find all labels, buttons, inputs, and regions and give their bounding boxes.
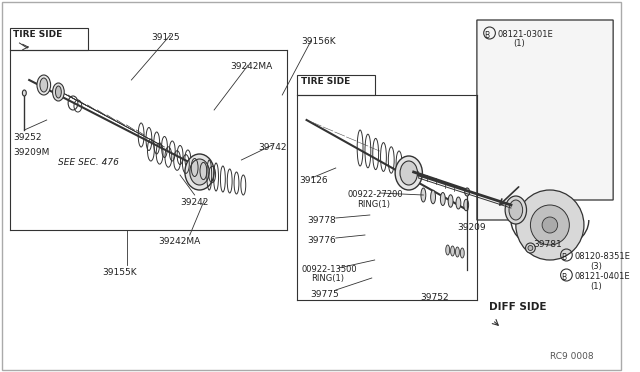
Text: RING(1): RING(1)	[357, 200, 390, 209]
Ellipse shape	[456, 197, 461, 209]
Text: 39155K: 39155K	[102, 268, 137, 277]
Ellipse shape	[52, 83, 64, 101]
Text: RC9 0008: RC9 0008	[550, 352, 593, 361]
Ellipse shape	[460, 248, 464, 258]
Ellipse shape	[421, 188, 426, 202]
Text: 08120-8351E: 08120-8351E	[574, 252, 630, 261]
Text: 08121-0401E: 08121-0401E	[574, 272, 630, 281]
Text: (3): (3)	[590, 262, 602, 271]
Text: 39775: 39775	[310, 290, 339, 299]
Ellipse shape	[525, 243, 535, 253]
Ellipse shape	[40, 78, 48, 92]
Text: B: B	[561, 273, 566, 282]
Text: 00922-27200: 00922-27200	[348, 190, 403, 199]
Text: B: B	[484, 31, 489, 40]
Ellipse shape	[465, 188, 470, 196]
Ellipse shape	[395, 156, 422, 190]
Ellipse shape	[22, 90, 26, 96]
Text: 39242MA: 39242MA	[230, 62, 273, 71]
Text: (1): (1)	[513, 39, 525, 48]
Ellipse shape	[464, 199, 468, 211]
Text: 39242: 39242	[180, 198, 209, 207]
Text: 39752: 39752	[420, 293, 449, 302]
Text: 39126: 39126	[299, 176, 328, 185]
Text: 39242MA: 39242MA	[159, 237, 201, 246]
Circle shape	[542, 217, 557, 233]
Ellipse shape	[509, 200, 523, 220]
Text: 39742: 39742	[258, 143, 287, 152]
Ellipse shape	[456, 247, 460, 257]
Ellipse shape	[431, 190, 436, 204]
Ellipse shape	[528, 246, 533, 250]
Ellipse shape	[451, 246, 454, 256]
Ellipse shape	[37, 75, 51, 95]
Text: (1): (1)	[590, 282, 602, 291]
Polygon shape	[477, 20, 613, 220]
Text: 39778: 39778	[308, 216, 336, 225]
Text: 39781: 39781	[533, 240, 562, 249]
Text: 08121-0301E: 08121-0301E	[497, 30, 553, 39]
Ellipse shape	[56, 86, 61, 98]
Text: SEE SEC. 476: SEE SEC. 476	[58, 158, 119, 167]
Text: B: B	[561, 253, 566, 262]
Text: 39209: 39209	[458, 223, 486, 232]
Text: 39125: 39125	[151, 33, 179, 42]
Ellipse shape	[448, 195, 453, 207]
Text: TIRE SIDE: TIRE SIDE	[301, 77, 350, 86]
Ellipse shape	[400, 161, 417, 185]
Ellipse shape	[185, 154, 214, 190]
Ellipse shape	[445, 245, 450, 255]
Text: 39776: 39776	[308, 236, 336, 245]
Text: RING(1): RING(1)	[312, 274, 344, 283]
Text: 00922-13500: 00922-13500	[301, 265, 357, 274]
Circle shape	[531, 205, 570, 245]
Ellipse shape	[505, 196, 527, 224]
Ellipse shape	[440, 192, 445, 205]
Ellipse shape	[190, 159, 209, 185]
Text: DIFF SIDE: DIFF SIDE	[488, 302, 546, 312]
Text: 39156K: 39156K	[301, 37, 337, 46]
Circle shape	[516, 190, 584, 260]
Text: TIRE SIDE: TIRE SIDE	[13, 30, 62, 39]
Text: 39252: 39252	[13, 133, 42, 142]
Text: 39209M: 39209M	[13, 148, 50, 157]
